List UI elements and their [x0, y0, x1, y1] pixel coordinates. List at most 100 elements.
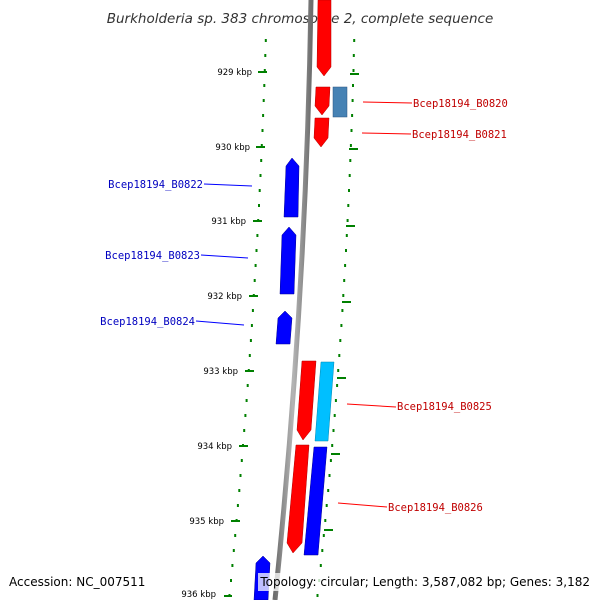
minor-tick: [342, 294, 345, 297]
gene-label-b0826[interactable]: Bcep18194_B0826: [388, 502, 483, 514]
map-title: Burkholderia sp. 383 chromosome 2, compl…: [107, 11, 494, 27]
reverse-strand-ruler: [228, 39, 267, 597]
major-ticks: [224, 71, 359, 597]
topology-text: Topology: circular; Length: 3,587,082 bp…: [259, 575, 590, 589]
minor-tick: [236, 504, 239, 507]
minor-tick: [263, 84, 266, 87]
minor-tick: [262, 114, 265, 117]
minor-tick: [351, 99, 354, 102]
gene-arrow-b0824[interactable]: [275, 310, 293, 345]
tick-label: 930 kbp: [215, 143, 250, 153]
gene-label-b0824[interactable]: Bcep18194_B0824: [100, 316, 195, 328]
minor-tick: [352, 69, 355, 72]
minor-tick: [261, 129, 264, 132]
tick-label: 933 kbp: [203, 367, 238, 377]
tick-label: 932 kbp: [207, 292, 242, 302]
minor-tick: [331, 444, 334, 447]
minor-tick: [253, 279, 256, 282]
minor-tick: [337, 369, 340, 372]
leader-line-b0821: [361, 132, 412, 135]
leader-line-b0822: [203, 183, 253, 187]
minor-tick: [249, 339, 252, 342]
minor-tick: [351, 114, 354, 117]
feature-box-b0825[interactable]: [314, 361, 335, 442]
minor-tick: [352, 84, 354, 87]
minor-tick: [336, 384, 339, 387]
forward-strand-ruler: [316, 39, 356, 597]
tick-label: 935 kbp: [189, 517, 224, 527]
minor-tick: [349, 144, 352, 147]
leader-line-b0825: [346, 403, 397, 408]
minor-tick: [345, 234, 348, 237]
minor-tick: [346, 219, 349, 222]
feature-box-b0826[interactable]: [303, 446, 328, 556]
minor-tick: [238, 489, 241, 492]
gene-label-b0825[interactable]: Bcep18194_B0825: [397, 401, 492, 413]
minor-tick: [348, 189, 350, 192]
gene-label-b0822[interactable]: Bcep18194_B0822: [108, 179, 203, 191]
tick-label: 934 kbp: [197, 442, 232, 452]
minor-tick: [260, 159, 263, 162]
minor-tick: [329, 459, 332, 462]
minor-tick: [334, 399, 337, 402]
minor-tick: [316, 594, 319, 597]
minor-tick: [251, 309, 254, 312]
minor-tick: [352, 54, 355, 57]
leader-line-b0826: [337, 502, 388, 508]
gene-label-b0823[interactable]: Bcep18194_B0823: [105, 250, 200, 262]
minor-tick: [231, 564, 234, 567]
minor-tick: [263, 69, 266, 72]
gene-arrow-b0821[interactable]: [313, 117, 330, 148]
minor-tick: [338, 354, 341, 357]
minor-tick: [255, 249, 258, 252]
tick-label: 931 kbp: [211, 217, 246, 227]
minor-tick: [344, 264, 347, 267]
minor-tick: [319, 564, 322, 567]
gene-label-b0820[interactable]: Bcep18194_B0820: [413, 98, 508, 110]
gene-arrow-b0822[interactable]: [283, 157, 300, 218]
gene-arrow-b0820[interactable]: [314, 86, 331, 116]
minor-tick: [328, 474, 331, 477]
leader-line-b0820: [362, 101, 413, 104]
feature-box-b0820[interactable]: [332, 86, 348, 118]
minor-tick: [343, 279, 346, 282]
minor-tick: [347, 204, 350, 207]
minor-tick: [256, 234, 259, 237]
minor-tick: [260, 144, 263, 147]
minor-tick: [262, 99, 265, 102]
footer-backdrop: [258, 573, 592, 591]
tick-label: 936 kbp: [181, 590, 216, 600]
minor-tick: [230, 579, 232, 582]
gene-arrow-b0823[interactable]: [279, 226, 297, 295]
minor-tick: [341, 309, 344, 312]
minor-tick: [348, 174, 351, 177]
minor-tick: [332, 429, 335, 432]
minor-tick: [245, 399, 248, 402]
minor-tick: [258, 189, 261, 192]
minor-tick: [246, 384, 249, 387]
minor-tick: [243, 429, 246, 432]
minor-tick: [339, 339, 342, 342]
accession-text: Accession: NC_007511: [9, 575, 145, 589]
minor-tick: [264, 54, 267, 57]
minor-tick: [240, 459, 243, 462]
gene-arrow-b0825[interactable]: [296, 360, 317, 441]
minor-tick: [259, 174, 262, 177]
minor-tick: [244, 414, 247, 417]
minor-tick: [321, 549, 324, 552]
minor-tick: [325, 504, 328, 507]
minor-tick: [258, 204, 260, 207]
gene-arrow-b0826[interactable]: [286, 444, 310, 554]
tick-label: 929 kbp: [217, 68, 252, 78]
sequence-backbone: [272, 0, 314, 600]
minor-tick: [322, 534, 325, 537]
minor-tick: [254, 264, 257, 267]
minor-tick: [327, 489, 330, 492]
leader-line-b0823: [200, 254, 249, 259]
minor-tick: [340, 324, 343, 327]
minor-tick: [248, 354, 251, 357]
gene-label-b0821[interactable]: Bcep18194_B0821: [412, 129, 507, 141]
gene-arrow-upstream[interactable]: [316, 0, 332, 77]
